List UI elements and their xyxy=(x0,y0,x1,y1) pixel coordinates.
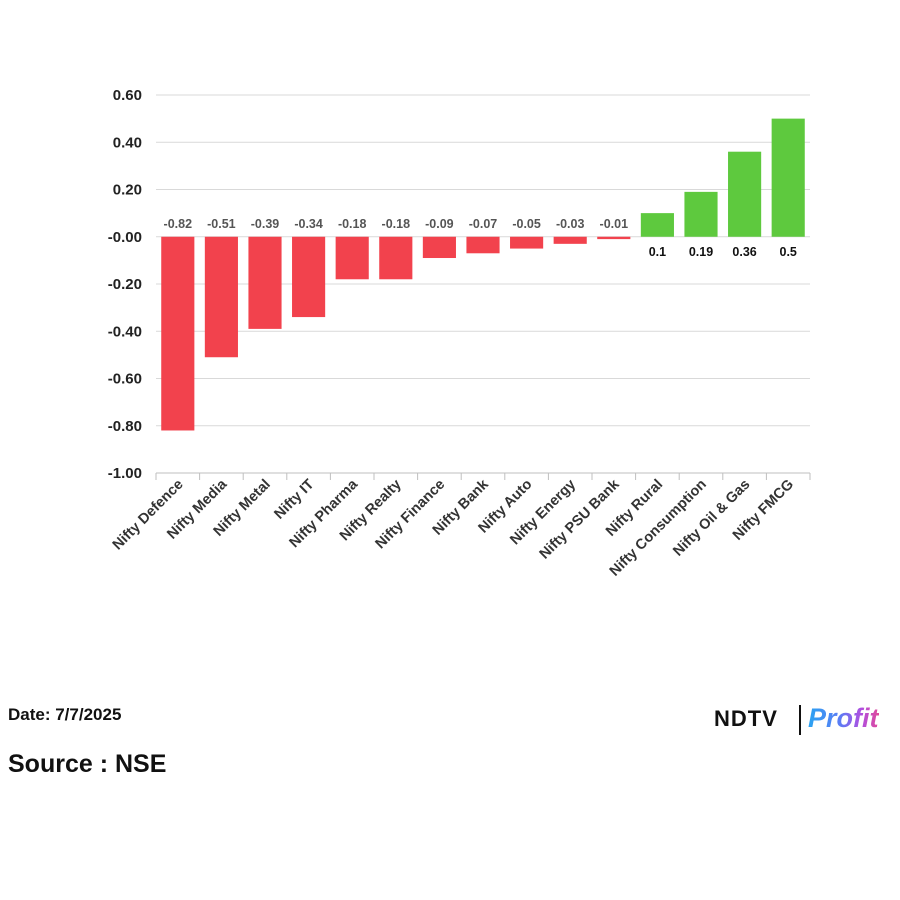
bar xyxy=(684,191,718,237)
bars xyxy=(161,118,805,431)
data-label: -0.39 xyxy=(251,217,280,231)
y-tick-label: -0.40 xyxy=(108,323,142,340)
bar xyxy=(292,236,326,318)
data-label: -0.03 xyxy=(556,217,585,231)
bar xyxy=(597,236,631,240)
data-label: -0.09 xyxy=(425,217,454,231)
y-tick-label: 0.60 xyxy=(113,87,142,104)
y-tick-label: -0.20 xyxy=(108,276,142,293)
bar-chart: 0.60 0.40 0.20 -0.00 -0.20 -0.40 -0.60 -0.80 -1.… xyxy=(108,87,811,580)
bar xyxy=(422,236,456,259)
x-category-label: Nifty PSU Bank xyxy=(537,476,624,563)
data-label: -0.34 xyxy=(294,217,323,231)
data-labels: -0.82 -0.51 -0.39 -0.34 -0.18 -0.18 -0.09 -0.07… xyxy=(164,217,797,259)
x-axis xyxy=(155,472,811,480)
y-tick-label: 0.40 xyxy=(113,134,142,151)
bar xyxy=(204,236,238,358)
date-label: Date: 7/7/2025 xyxy=(8,705,122,724)
data-label: 0.36 xyxy=(732,245,756,259)
data-label: 0.1 xyxy=(649,245,666,259)
data-label: -0.82 xyxy=(164,217,193,231)
bar xyxy=(248,236,282,329)
bar xyxy=(771,118,805,237)
data-label: -0.07 xyxy=(469,217,498,231)
bar xyxy=(466,236,500,254)
bar xyxy=(335,236,369,280)
y-tick-label: -1.00 xyxy=(108,465,142,482)
bar xyxy=(728,151,762,237)
ndtv-profit-logo: NDTV Profit xyxy=(714,703,894,737)
bar xyxy=(640,213,674,237)
data-label: -0.05 xyxy=(512,217,541,231)
logo-ndtv-text: NDTV xyxy=(714,706,778,731)
bar xyxy=(379,236,413,280)
logo-profit-text: Profit xyxy=(808,703,879,733)
y-tick-label: -0.60 xyxy=(108,371,142,388)
bar xyxy=(161,236,195,431)
y-axis-ticks: 0.60 0.40 0.20 -0.00 -0.20 -0.40 -0.60 -0.80 -1.… xyxy=(108,87,142,482)
data-label: 0.19 xyxy=(689,245,713,259)
x-category-label: Nifty Oil & Gas xyxy=(670,477,753,560)
data-label: -0.18 xyxy=(338,217,367,231)
data-label: -0.01 xyxy=(600,217,629,231)
data-label: -0.51 xyxy=(207,217,236,231)
bar xyxy=(510,236,544,249)
data-label: 0.5 xyxy=(780,245,797,259)
source-label: Source : NSE xyxy=(8,750,167,778)
bar xyxy=(553,236,587,244)
y-tick-label: 0.20 xyxy=(113,182,142,199)
y-tick-label: -0.00 xyxy=(108,229,142,246)
y-tick-label: -0.80 xyxy=(108,418,142,435)
logo-separator xyxy=(799,705,801,735)
data-label: -0.18 xyxy=(382,217,411,231)
